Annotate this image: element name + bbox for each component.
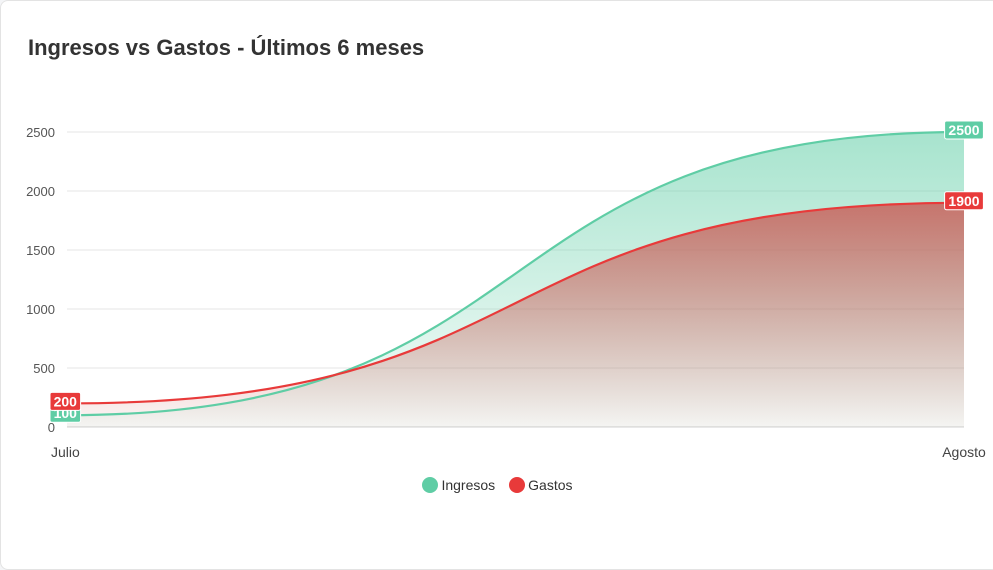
data-label-box: [49, 391, 82, 411]
series-area-gastos: [67, 202, 964, 427]
y-tick-label: 0: [48, 420, 55, 435]
legend-marker-ingresos: [422, 477, 439, 493]
x-tick-label: Agosto: [942, 444, 986, 460]
data-label-gastos-0: 200: [49, 391, 82, 411]
y-tick-label: 2500: [26, 125, 55, 140]
x-axis-ticks: Julio Agosto: [51, 444, 986, 460]
data-label-text: 1900: [948, 193, 979, 209]
series-line-ingresos: [66, 130, 965, 417]
chart-title: Ingresos vs Gastos - Últimos 6 meses: [28, 35, 425, 60]
y-tick-label: 2000: [26, 184, 55, 199]
data-label-text: 200: [54, 393, 78, 409]
legend-marker-gastos: [509, 477, 526, 493]
chart-legend: Ingresos Gastos: [1, 477, 993, 493]
y-tick-label: 500: [33, 361, 55, 376]
x-tick-label: Julio: [51, 444, 80, 460]
data-label-text: 2500: [948, 122, 979, 138]
y-tick-label: 1500: [26, 243, 55, 258]
legend-label-gastos: Gastos: [528, 477, 573, 493]
legend-item-ingresos[interactable]: Ingresos: [422, 477, 495, 493]
data-label-box: [944, 120, 984, 140]
series-layer: [66, 130, 965, 427]
data-label-box: [944, 191, 984, 211]
y-axis-ticks: 0 500 1000 1500 2000 2500: [26, 125, 55, 435]
data-label-gastos-1: 1900: [944, 191, 984, 211]
legend-item-gastos[interactable]: Gastos: [509, 477, 573, 493]
data-label-ingresos-1: 2500: [944, 120, 984, 140]
legend-label-ingresos: Ingresos: [441, 477, 496, 493]
series-line-gastos: [66, 201, 965, 405]
y-tick-label: 1000: [26, 302, 55, 317]
